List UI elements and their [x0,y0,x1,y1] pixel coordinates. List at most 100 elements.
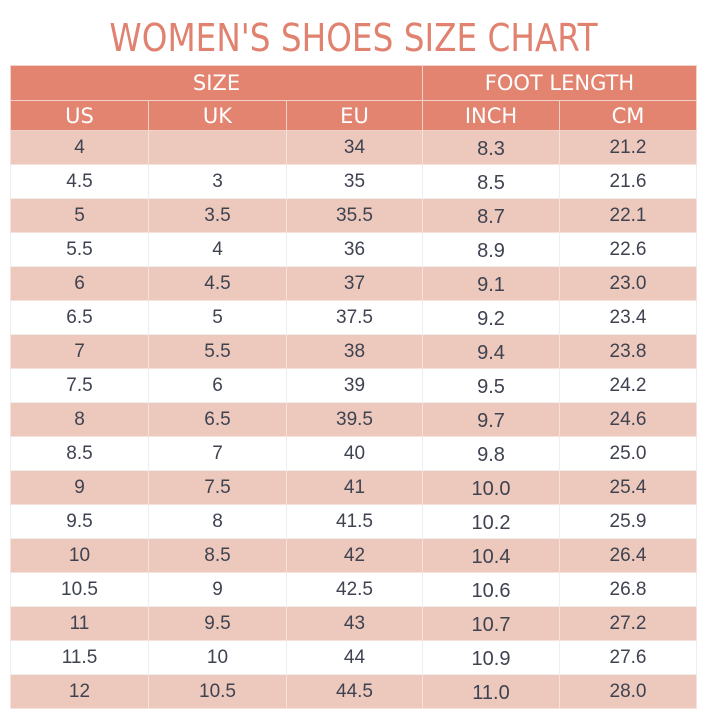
cell-cm: 25.4 [559,470,697,505]
table-row: 7 5.5 38 9.4 23.8 [10,334,697,369]
cell-us: 9 [10,470,149,505]
table-row: 6.5 5 37.5 9.2 23.4 [10,300,697,335]
column-header-us: US [10,100,149,131]
chart-title: WOMEN'S SHOES SIZE CHART [109,16,598,60]
cell-inch: 9.4 [422,334,560,369]
cell-eu: 39.5 [286,402,423,437]
table-row: 4 34 8.3 21.2 [10,130,697,165]
cell-eu: 35 [286,164,423,199]
cell-us: 10 [10,538,149,573]
cell-us: 4.5 [10,164,149,199]
table-row: 10.5 9 42.5 10.6 26.8 [10,572,697,607]
group-header-size: SIZE [10,65,423,101]
cell-cm: 22.6 [559,232,697,267]
cell-uk: 9 [148,572,287,607]
cell-inch: 8.3 [422,130,560,165]
cell-uk: 3.5 [148,198,287,233]
cell-uk: 6 [148,368,287,403]
cell-inch: 8.5 [422,164,560,199]
cell-inch: 10.7 [422,606,560,641]
cell-cm: 21.6 [559,164,697,199]
cell-inch: 8.9 [422,232,560,267]
cell-us: 11 [10,606,149,641]
cell-eu: 35.5 [286,198,423,233]
cell-us: 10.5 [10,572,149,607]
cell-eu: 36 [286,232,423,267]
cell-us: 5 [10,198,149,233]
cell-us: 5.5 [10,232,149,267]
cell-us: 6.5 [10,300,149,335]
cell-eu: 40 [286,436,423,471]
cell-us: 11.5 [10,640,149,675]
cell-us: 8.5 [10,436,149,471]
table-row: 7.5 6 39 9.5 24.2 [10,368,697,403]
cell-cm: 22.1 [559,198,697,233]
group-header-row: SIZE FOOT LENGTH [10,65,697,101]
cell-eu: 34 [286,130,423,165]
cell-uk: 4 [148,232,287,267]
column-header-inch: INCH [422,100,560,131]
table-row: 9.5 8 41.5 10.2 25.9 [10,504,697,539]
cell-inch: 9.1 [422,266,560,301]
cell-eu: 43 [286,606,423,641]
cell-inch: 9.7 [422,402,560,437]
table-row: 5 3.5 35.5 8.7 22.1 [10,198,697,233]
cell-inch: 8.7 [422,198,560,233]
cell-eu: 41.5 [286,504,423,539]
cell-uk: 3 [148,164,287,199]
cell-us: 6 [10,266,149,301]
cell-inch: 9.2 [422,300,560,335]
cell-inch: 9.8 [422,436,560,471]
cell-cm: 23.4 [559,300,697,335]
cell-uk: 8 [148,504,287,539]
cell-eu: 41 [286,470,423,505]
cell-uk: 7 [148,436,287,471]
column-header-eu: EU [286,100,423,131]
cell-cm: 26.4 [559,538,697,573]
cell-cm: 26.8 [559,572,697,607]
cell-cm: 27.6 [559,640,697,675]
table-row: 11.5 10 44 10.9 27.6 [10,640,697,675]
cell-inch: 10.9 [422,640,560,675]
cell-cm: 24.2 [559,368,697,403]
table-row: 10 8.5 42 10.4 26.4 [10,538,697,573]
cell-inch: 10.6 [422,572,560,607]
cell-cm: 25.9 [559,504,697,539]
table-row: 9 7.5 41 10.0 25.4 [10,470,697,505]
cell-uk: 6.5 [148,402,287,437]
cell-uk [148,130,287,165]
cell-us: 7 [10,334,149,369]
cell-cm: 23.0 [559,266,697,301]
cell-us: 12 [10,674,149,709]
cell-eu: 44.5 [286,674,423,709]
cell-inch: 10.4 [422,538,560,573]
cell-inch: 10.2 [422,504,560,539]
cell-inch: 9.5 [422,368,560,403]
cell-uk: 5 [148,300,287,335]
cell-us: 9.5 [10,504,149,539]
table-body: 4 34 8.3 21.2 4.5 3 35 8.5 21.6 5 3.5 35.5 8.7 22.1 5.… [10,130,697,709]
cell-uk: 9.5 [148,606,287,641]
table-row: 8.5 7 40 9.8 25.0 [10,436,697,471]
size-chart-table: SIZE FOOT LENGTH US UK EU INCH CM 4 34 8.3… [10,65,697,709]
cell-cm: 21.2 [559,130,697,165]
table-row: 6 4.5 37 9.1 23.0 [10,266,697,301]
column-header-row: US UK EU INCH CM [10,100,697,131]
cell-uk: 7.5 [148,470,287,505]
column-header-cm: CM [559,100,697,131]
cell-us: 4 [10,130,149,165]
table-row: 5.5 4 36 8.9 22.6 [10,232,697,267]
cell-uk: 10 [148,640,287,675]
cell-uk: 4.5 [148,266,287,301]
cell-uk: 10.5 [148,674,287,709]
cell-us: 8 [10,402,149,437]
group-header-foot-length: FOOT LENGTH [422,65,697,101]
table-row: 4.5 3 35 8.5 21.6 [10,164,697,199]
cell-cm: 24.6 [559,402,697,437]
cell-eu: 38 [286,334,423,369]
cell-eu: 44 [286,640,423,675]
cell-cm: 23.8 [559,334,697,369]
table-row: 11 9.5 43 10.7 27.2 [10,606,697,641]
cell-eu: 42 [286,538,423,573]
cell-uk: 8.5 [148,538,287,573]
